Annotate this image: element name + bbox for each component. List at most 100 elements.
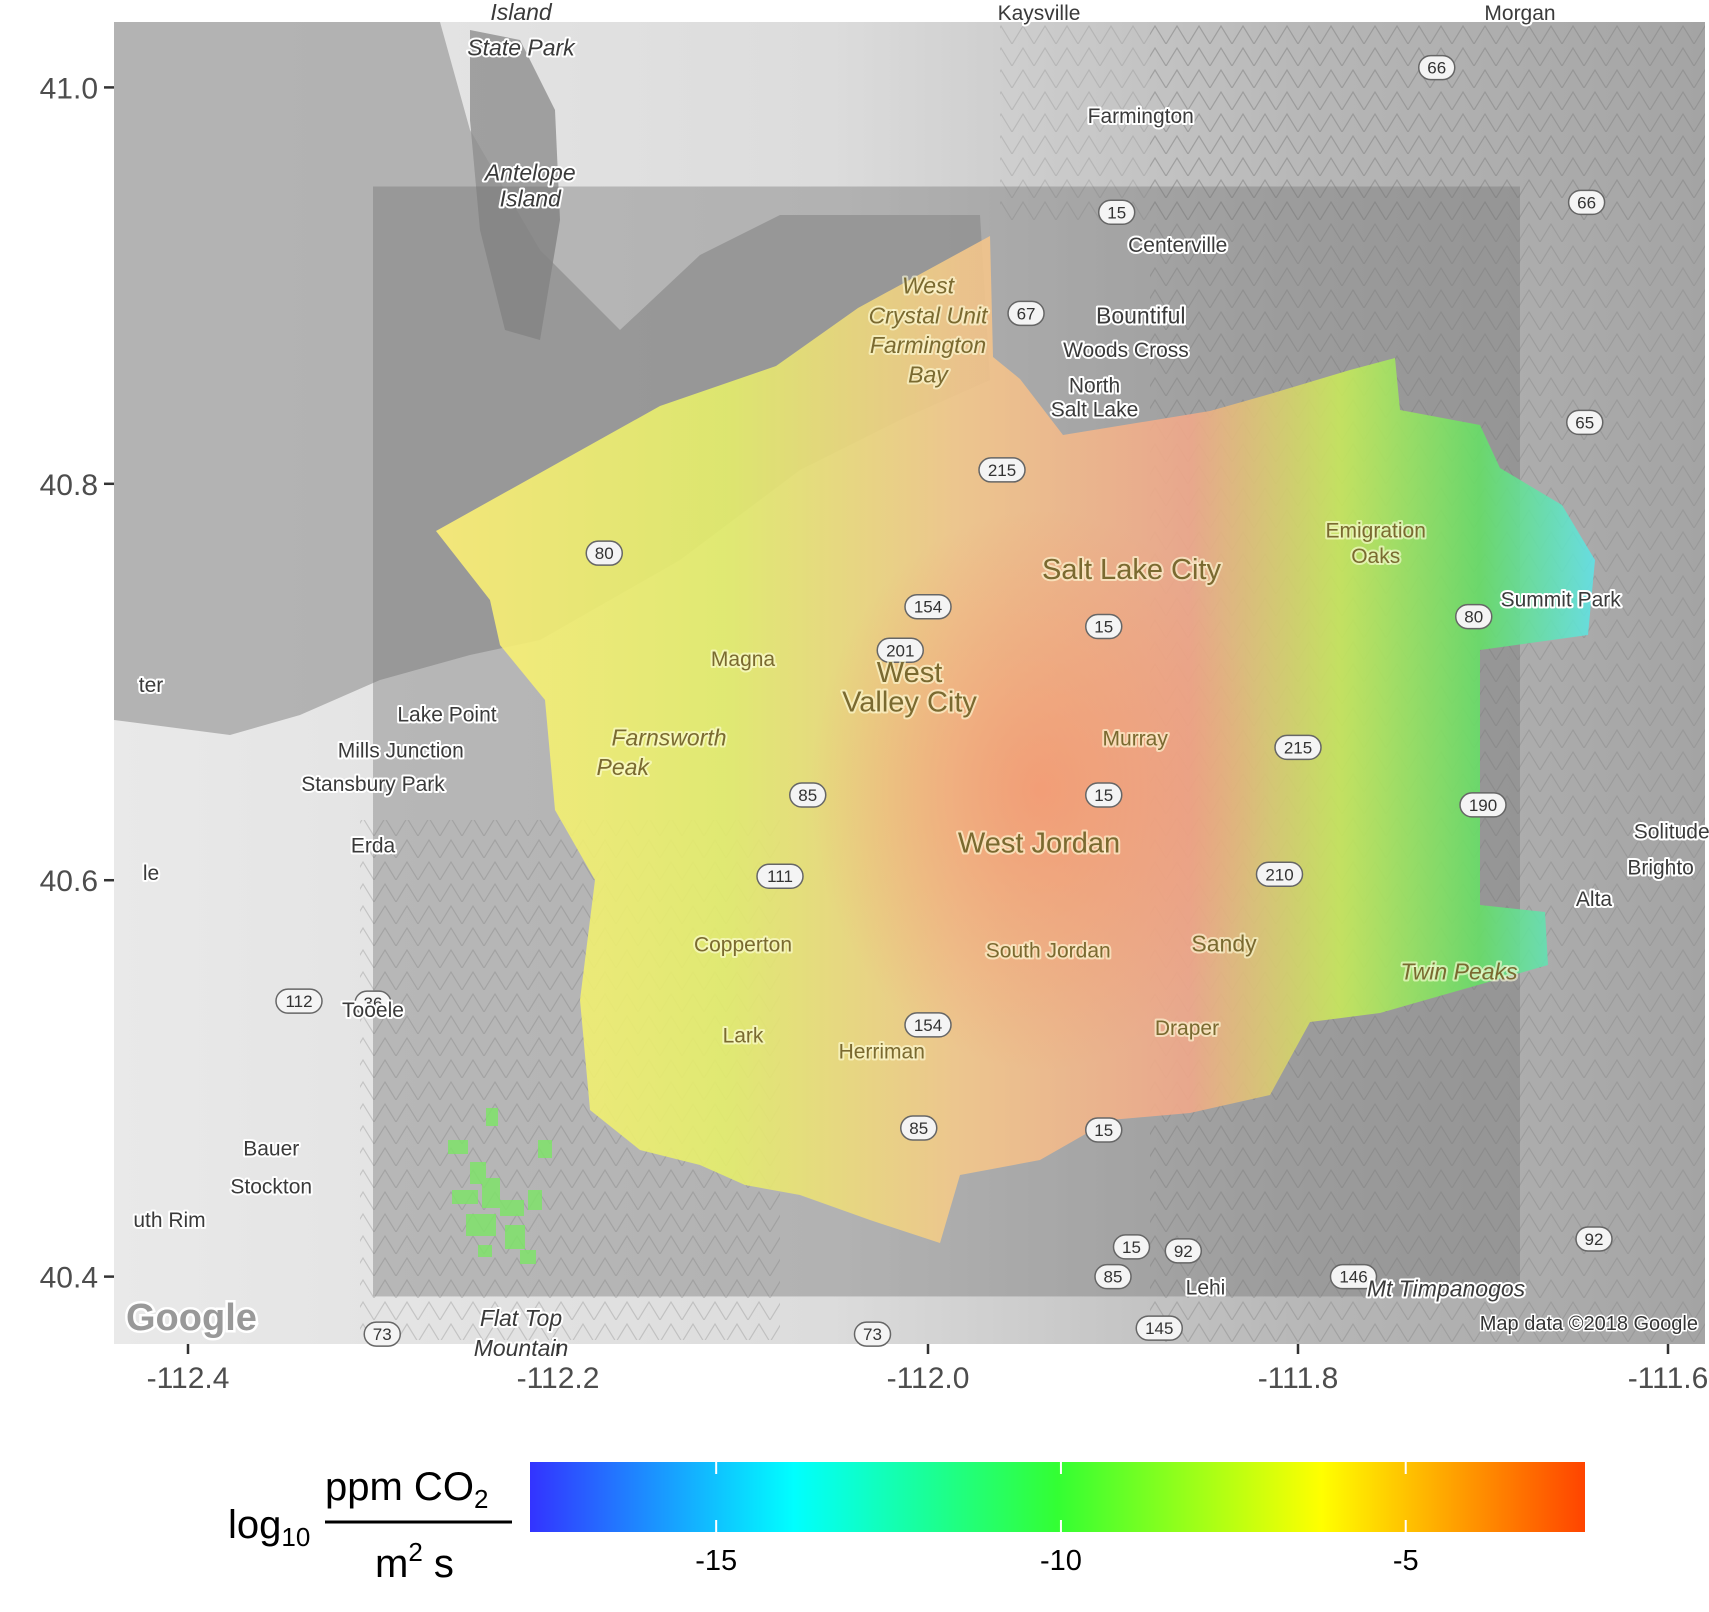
svg-text:92: 92: [1174, 1242, 1193, 1261]
svg-text:80: 80: [1464, 608, 1483, 627]
route-shield-icon: 215: [1274, 734, 1322, 761]
route-shield-icon: 15: [1097, 199, 1136, 226]
place-label: Mt Timpanogos: [1367, 1275, 1526, 1301]
x-tick-label: -112.2: [517, 1362, 600, 1395]
route-shield-icon: 92: [1164, 1238, 1203, 1264]
legend-ticks: -15 -10 -5: [695, 1462, 1419, 1577]
place-label: Lark: [723, 1025, 764, 1048]
svg-text:111: 111: [767, 867, 793, 886]
svg-text:15: 15: [1122, 1238, 1141, 1257]
place-label: Twin Peaks: [1400, 958, 1518, 984]
route-shield-icon: 111: [756, 863, 804, 889]
place-label: Island: [490, 0, 553, 25]
place-label: Erda: [351, 834, 396, 857]
x-tick-label: -111.6: [1628, 1362, 1709, 1395]
route-shield-icon: 15: [1085, 782, 1123, 808]
place-label: Solitude: [1634, 821, 1709, 844]
place-label: Sandy: [1191, 931, 1257, 957]
place-label: Farnsworth: [611, 724, 726, 750]
place-label: Woods Cross: [1063, 339, 1189, 362]
place-label: Farmington: [870, 332, 986, 358]
place-label: Stansbury Park: [301, 773, 445, 796]
place-label: Crystal Unit: [869, 302, 989, 328]
place-label: State Park: [467, 35, 576, 61]
svg-text:215: 215: [1284, 738, 1312, 757]
urban-core-glow: [810, 510, 1270, 1070]
route-shield-icon: 112: [275, 988, 323, 1014]
place-label: Mountain: [474, 1335, 569, 1361]
route-shield-icon: 15: [1112, 1234, 1151, 1260]
place-label: South Jordan: [986, 940, 1111, 963]
route-shield-icon: 210: [1255, 861, 1304, 888]
place-label: Bauer: [243, 1138, 299, 1161]
route-shield-icon: 146: [1329, 1263, 1378, 1290]
map-attribution: Map data ©2018 Google: [1480, 1313, 1698, 1335]
route-shield-icon: 85: [789, 782, 827, 808]
place-label: Lehi: [1186, 1276, 1226, 1299]
place-label: Tooele: [342, 999, 404, 1022]
place-label: Lake Point: [397, 704, 496, 727]
place-label: Peak: [597, 754, 651, 780]
svg-text:85: 85: [798, 786, 817, 805]
svg-text:154: 154: [914, 1016, 942, 1035]
route-shield-icon: 65: [1566, 409, 1604, 436]
place-label: West Jordan: [958, 827, 1120, 859]
x-tick-label: -112.4: [147, 1362, 230, 1395]
legend-denominator: m2 s: [375, 1537, 454, 1586]
place-label: le: [143, 862, 159, 885]
place-label: Antelope: [483, 160, 576, 186]
route-shield-icon: 67: [1007, 300, 1045, 327]
place-label: Centerville: [1128, 234, 1227, 257]
flux-overlay: [436, 236, 1595, 1264]
svg-text:15: 15: [1107, 203, 1126, 222]
place-label: Copperton: [694, 934, 792, 957]
place-label: Salt Lake: [1051, 398, 1139, 421]
place-label: uth Rim: [133, 1209, 205, 1232]
great-salt-lake: [114, 22, 990, 735]
svg-text:154: 154: [914, 598, 942, 617]
place-label: Farmington: [1088, 105, 1194, 128]
y-axis: 41.0 40.8 40.6 40.4: [40, 72, 114, 1295]
route-shield-icon: 201: [876, 637, 924, 664]
svg-text:66: 66: [1427, 59, 1446, 78]
place-label: Alta: [1576, 888, 1613, 911]
route-shield-icon: 215: [978, 457, 1026, 483]
place-label: Bountiful: [1096, 302, 1186, 328]
svg-text:85: 85: [909, 1119, 928, 1138]
route-shield-icon: 85: [1094, 1263, 1132, 1290]
legend-numerator: ppm CO2: [325, 1465, 488, 1514]
legend-title-log: log10: [228, 1503, 310, 1552]
svg-text:112: 112: [285, 992, 312, 1011]
route-shield-icon: 66: [1567, 189, 1606, 216]
place-label: Brighto: [1627, 856, 1694, 879]
legend-tick-label: -5: [1393, 1545, 1419, 1577]
route-shield-icon: 145: [1135, 1315, 1183, 1341]
y-tick-label: 41.0: [40, 72, 98, 105]
place-label: Morgan: [1484, 2, 1555, 25]
place-label: Summit Park: [1501, 589, 1622, 612]
place-label: Murray: [1103, 727, 1169, 750]
place-label: Kaysville: [998, 2, 1081, 25]
route-shield-icon: 15: [1085, 613, 1123, 640]
svg-text:145: 145: [1145, 1319, 1173, 1338]
route-shield-icon: 154: [904, 593, 952, 620]
svg-text:215: 215: [988, 461, 1016, 480]
place-label: Oaks: [1351, 545, 1400, 568]
legend-tick-label: -10: [1040, 1545, 1082, 1577]
svg-text:80: 80: [595, 544, 614, 563]
route-shield-icon: 80: [1455, 603, 1493, 630]
svg-text:146: 146: [1339, 1268, 1367, 1287]
svg-text:85: 85: [1104, 1268, 1123, 1287]
route-shield-icon: 92: [1575, 1226, 1613, 1252]
svg-text:190: 190: [1469, 796, 1497, 815]
route-shield-icon: 85: [900, 1115, 938, 1141]
svg-text:15: 15: [1094, 786, 1113, 805]
svg-text:73: 73: [863, 1325, 882, 1344]
route-shield-icon: 190: [1459, 792, 1507, 818]
place-label: Bay: [908, 362, 949, 388]
svg-text:65: 65: [1575, 413, 1594, 432]
place-label: Flat Top: [480, 1305, 562, 1331]
svg-text:92: 92: [1585, 1230, 1604, 1249]
place-label: Herriman: [839, 1041, 925, 1064]
